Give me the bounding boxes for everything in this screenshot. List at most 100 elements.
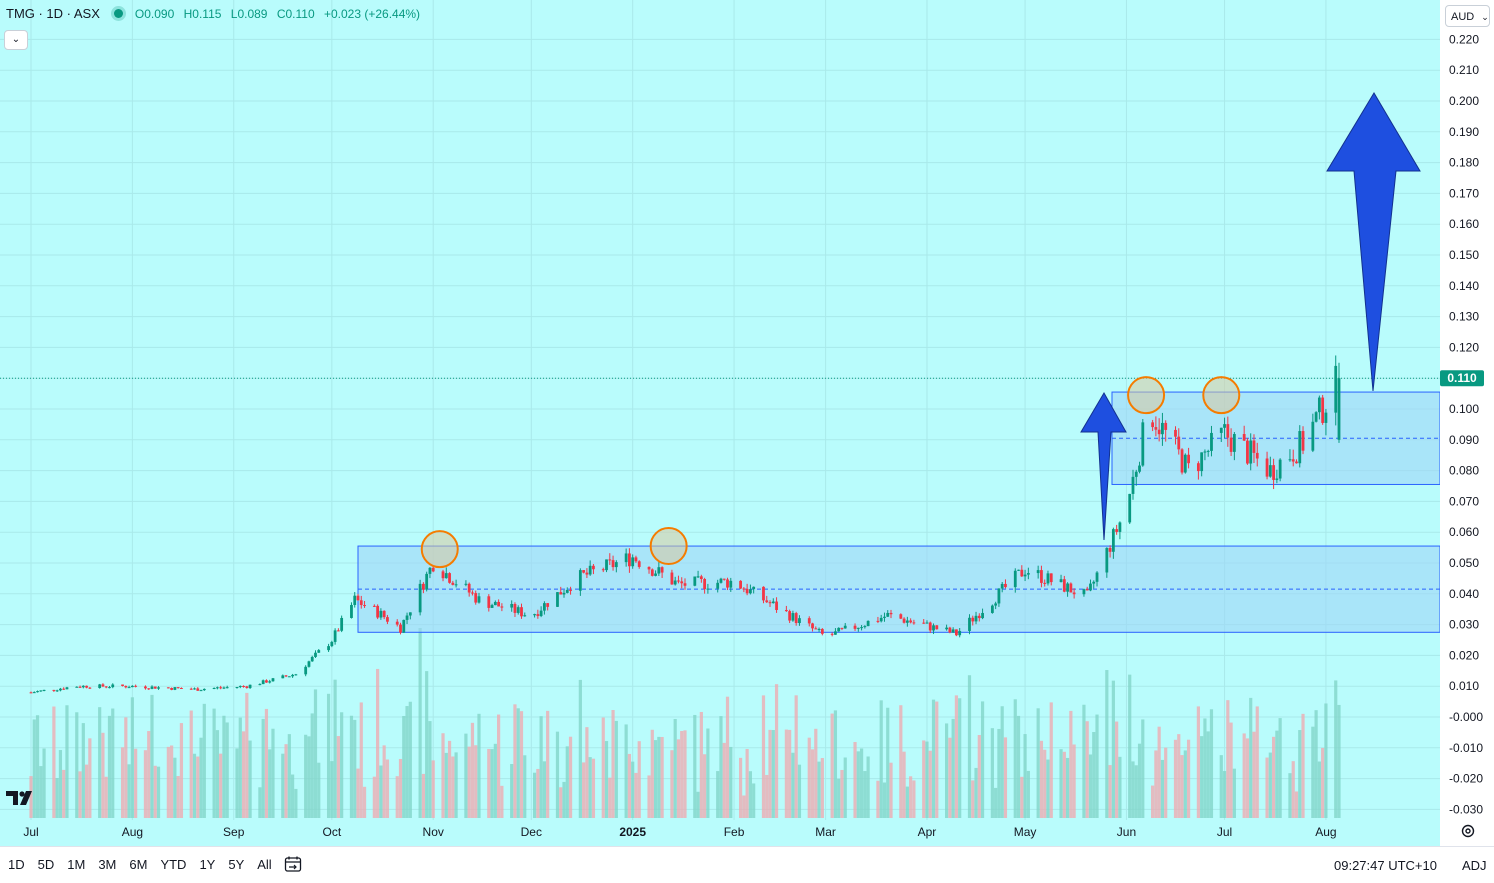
resistance-touch-circle — [1127, 376, 1166, 415]
candle-body — [189, 688, 193, 690]
clock-readout[interactable]: 09:27:47 UTC+10 — [1334, 858, 1437, 873]
gear-icon[interactable] — [1460, 823, 1476, 839]
volume-bar — [258, 787, 262, 818]
candle-body — [287, 676, 291, 678]
volume-bar — [418, 628, 422, 818]
range-1m[interactable]: 1M — [67, 857, 86, 872]
volume-bar — [922, 740, 926, 818]
candle-body — [173, 687, 177, 690]
breakout-arrow-icon — [1080, 391, 1127, 541]
volume-bar — [405, 706, 409, 818]
volume-bar — [497, 714, 501, 818]
candle-body — [1023, 574, 1027, 577]
volume-bar — [153, 765, 157, 818]
candle-body — [843, 625, 847, 629]
candle-body — [467, 583, 471, 593]
candle-body — [1291, 459, 1295, 462]
candle-body — [88, 687, 92, 689]
candle-body — [451, 582, 455, 585]
candle-body — [935, 625, 939, 630]
range-ytd[interactable]: YTD — [160, 857, 187, 872]
candle-body — [788, 611, 792, 621]
range-5d[interactable]: 5D — [37, 857, 55, 872]
volume-bar — [889, 762, 893, 818]
candle-body — [62, 688, 66, 690]
currency-label: AUD — [1451, 11, 1475, 23]
price-tick-label: -0.030 — [1449, 802, 1483, 816]
volume-bar — [1272, 736, 1276, 818]
candle-body — [562, 592, 566, 595]
candle-body — [1278, 459, 1282, 479]
candle-body — [222, 687, 226, 689]
candle-body — [1268, 465, 1272, 477]
candle-body — [1272, 465, 1275, 480]
time-tick-label: Mar — [815, 825, 836, 839]
volume-bar — [542, 761, 546, 818]
chart-pane[interactable]: Jul Aug Sep Oct Nov Dec 2025 Feb Mar Apr May Jun Jul… — [0, 0, 1440, 846]
candle-body — [399, 624, 402, 633]
candle-body — [1105, 547, 1109, 573]
candle-body — [441, 571, 445, 579]
candle-body — [510, 603, 514, 608]
volume-bar — [78, 771, 82, 818]
candle-body — [605, 559, 608, 571]
volume-bar — [219, 753, 223, 818]
volume-bar — [241, 731, 246, 818]
volume-bar — [536, 768, 540, 818]
volume-bar — [1105, 670, 1109, 818]
volume-bar — [1085, 721, 1089, 818]
volume-bar — [196, 756, 200, 818]
candle-body — [180, 687, 183, 689]
time-tick-label: May — [1014, 825, 1037, 839]
volume-bar — [156, 766, 161, 818]
volume-bar — [840, 769, 844, 818]
high-value: H0.115 — [183, 6, 222, 21]
volume-bar — [268, 749, 272, 818]
currency-button[interactable]: AUD ⌄ — [1445, 5, 1490, 27]
price-chart[interactable]: Jul Aug Sep Oct Nov Dec 2025 Feb Mar Apr May Jun Jul… — [0, 0, 1440, 846]
candle-body — [719, 578, 723, 583]
volume-bar — [1226, 700, 1230, 818]
legend-collapse-button[interactable]: ⌄ — [4, 30, 28, 50]
volume-bar — [699, 711, 703, 818]
adjustment-toggle[interactable]: ADJ — [1462, 858, 1487, 873]
price-axis[interactable]: 0.220 0.210 0.200 0.190 0.180 0.170 0.160 0.150… — [1440, 0, 1494, 846]
volume-bar — [356, 768, 360, 818]
volume-bar — [124, 717, 128, 818]
range-3m[interactable]: 3M — [98, 857, 117, 872]
volume-bar — [559, 787, 563, 818]
volume-bar — [742, 795, 746, 818]
volume-bar — [856, 751, 860, 818]
candle-body — [1118, 522, 1122, 532]
range-1y[interactable]: 1Y — [199, 857, 216, 872]
time-tick-label: Jun — [1117, 825, 1136, 839]
candle-body — [1066, 583, 1069, 592]
range-all[interactable]: All — [257, 857, 272, 872]
candle-body — [336, 630, 340, 632]
volume-bar — [382, 745, 386, 818]
volume-bar — [660, 736, 664, 818]
volume-bar — [1334, 680, 1338, 818]
candle-body — [909, 620, 913, 623]
candle-body — [1246, 440, 1249, 464]
range-1d[interactable]: 1D — [8, 857, 25, 872]
candle-body — [981, 612, 984, 619]
range-6m[interactable]: 6M — [129, 857, 148, 872]
volume-bar — [719, 716, 723, 818]
volume-bar — [199, 737, 203, 818]
volume-bar — [313, 689, 318, 818]
tradingview-logo-icon[interactable] — [6, 789, 38, 807]
candle-body — [569, 589, 572, 591]
range-5y[interactable]: 5Y — [228, 857, 245, 872]
target-arrow-icon — [1326, 92, 1421, 392]
volume-bar — [1039, 740, 1044, 818]
time-tick-label: 2025 — [619, 825, 646, 839]
volume-bar — [225, 722, 229, 818]
volume-bar — [899, 705, 903, 818]
symbol-title[interactable]: TMG · 1D · ASX — [6, 6, 100, 21]
candle-body — [693, 576, 697, 586]
volume-bar — [765, 774, 769, 818]
candle-body — [39, 690, 43, 692]
volume-bar — [568, 736, 573, 818]
calendar-goto-icon[interactable] — [284, 855, 302, 873]
